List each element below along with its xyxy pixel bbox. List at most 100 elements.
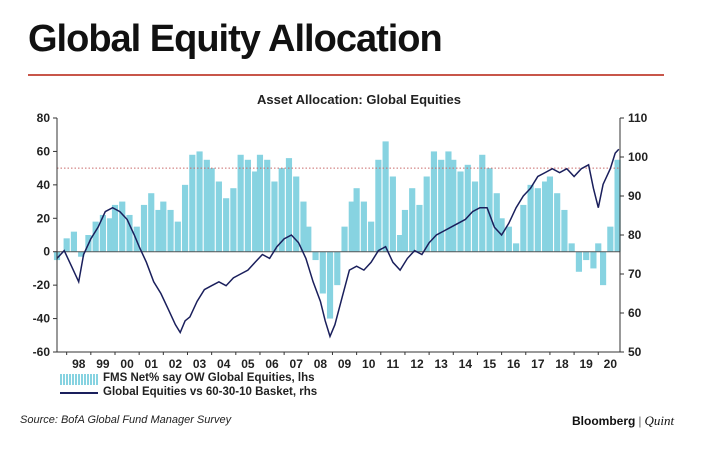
page-headline: Global Equity Allocation xyxy=(28,18,443,60)
right-tick-label-70: 70 xyxy=(628,267,642,281)
bar-22 xyxy=(208,168,215,252)
bar-30 xyxy=(264,159,271,252)
bar-49 xyxy=(397,235,404,252)
bar-35 xyxy=(300,201,307,252)
x-tick-label-06: 06 xyxy=(265,357,279,371)
bar-37 xyxy=(312,251,319,261)
bar-10 xyxy=(126,214,133,252)
x-tick-label-10: 10 xyxy=(362,357,376,371)
right-tick-label-110: 110 xyxy=(628,111,648,125)
x-tick-label-07: 07 xyxy=(290,357,304,371)
bar-79 xyxy=(600,251,607,286)
left-tick-label-80: 80 xyxy=(37,111,51,125)
bar-21 xyxy=(203,159,210,252)
bar-73 xyxy=(561,209,568,252)
bar-20 xyxy=(196,151,203,252)
left-tick-label--60: -60 xyxy=(33,345,51,359)
right-tick-label-80: 80 xyxy=(628,228,642,242)
bar-7 xyxy=(107,218,114,252)
x-tick-label-05: 05 xyxy=(241,357,255,371)
bar-66 xyxy=(513,243,520,252)
bar-78 xyxy=(595,243,602,252)
x-tick-label-16: 16 xyxy=(507,357,521,371)
bar-68 xyxy=(527,184,534,252)
legend-bar-swatch xyxy=(60,374,98,385)
bar-71 xyxy=(546,176,554,252)
bar-53 xyxy=(423,176,430,252)
bar-77 xyxy=(590,251,597,269)
x-tick-label-08: 08 xyxy=(314,357,328,371)
x-tick-label-04: 04 xyxy=(217,357,231,371)
bar-31 xyxy=(271,181,278,252)
bar-61 xyxy=(479,154,486,252)
bar-72 xyxy=(554,193,561,252)
bar-60 xyxy=(471,181,479,252)
x-tick-label-17: 17 xyxy=(531,357,545,371)
x-axis-ticks: 98 99 00 01 02 03 04 05 06 07 08 09 10 11 12 13 14 15 16 17… xyxy=(66,352,618,371)
headline-rule xyxy=(28,74,664,76)
right-axis-ticks: 50 60 70 80 90 100 110 xyxy=(620,111,648,359)
legend-bar-label: FMS Net% say OW Global Equities, lhs xyxy=(103,372,315,384)
bar-50 xyxy=(401,209,409,252)
bar-70 xyxy=(542,181,549,252)
brand-separator: | xyxy=(638,414,642,428)
bar-29 xyxy=(256,154,264,252)
chart-title: Asset Allocation: Global Equities xyxy=(257,92,461,107)
bar-26 xyxy=(237,154,244,252)
bar-76 xyxy=(583,251,590,261)
x-tick-label-14: 14 xyxy=(459,357,473,371)
line-series xyxy=(56,148,620,339)
legend-line-label: Global Equities vs 60-30-10 Basket, rhs xyxy=(103,386,318,398)
bar-55 xyxy=(438,159,445,252)
right-tick-label-60: 60 xyxy=(628,306,642,320)
bar-14 xyxy=(155,209,162,252)
right-tick-label-100: 100 xyxy=(628,150,648,164)
bar-27 xyxy=(244,159,251,252)
bar-41 xyxy=(341,226,348,252)
left-axis-ticks: -60 -40 -20 0 20 40 60 80 xyxy=(33,111,57,359)
bar-81 xyxy=(614,159,621,252)
bar-6 xyxy=(99,214,106,252)
brand-logo: Bloomberg | Quint xyxy=(572,413,674,429)
bar-5 xyxy=(92,221,99,252)
x-tick-label-18: 18 xyxy=(555,357,569,371)
bar-46 xyxy=(375,159,382,252)
bar-80 xyxy=(607,226,614,252)
x-tick-label-99: 99 xyxy=(96,357,110,371)
bar-75 xyxy=(575,251,583,272)
bar-65 xyxy=(505,226,512,252)
left-tick-label-40: 40 xyxy=(37,178,51,192)
x-tick-label-09: 09 xyxy=(338,357,352,371)
bar-54 xyxy=(430,151,438,252)
bar-57 xyxy=(450,159,457,252)
right-tick-label-90: 90 xyxy=(628,189,642,203)
bar-17 xyxy=(174,221,181,252)
bar-12 xyxy=(140,204,148,252)
bar-48 xyxy=(389,176,396,252)
left-tick-label-60: 60 xyxy=(37,144,51,158)
bar-38 xyxy=(319,251,326,294)
x-tick-label-19: 19 xyxy=(579,357,593,371)
bar-33 xyxy=(285,158,293,252)
left-tick-label--40: -40 xyxy=(33,312,51,326)
bar-52 xyxy=(416,204,423,252)
x-tick-label-13: 13 xyxy=(435,357,449,371)
bar-15 xyxy=(160,201,167,252)
bar-1 xyxy=(63,238,70,252)
bar-9 xyxy=(119,201,126,252)
bar-2 xyxy=(70,231,77,252)
bar-32 xyxy=(278,168,285,252)
left-tick-label--20: -20 xyxy=(33,278,51,292)
right-tick-label-50: 50 xyxy=(628,345,642,359)
x-tick-label-15: 15 xyxy=(483,357,497,371)
x-tick-label-20: 20 xyxy=(604,357,618,371)
legend-line-swatch xyxy=(60,392,98,394)
bar-42 xyxy=(348,201,355,252)
bar-74 xyxy=(568,243,575,252)
bar-3 xyxy=(78,251,85,257)
brand-sub: Quint xyxy=(644,413,675,428)
x-tick-label-11: 11 xyxy=(387,357,400,371)
bar-43 xyxy=(353,188,360,252)
x-tick-label-03: 03 xyxy=(193,357,207,371)
bar-23 xyxy=(215,181,222,252)
